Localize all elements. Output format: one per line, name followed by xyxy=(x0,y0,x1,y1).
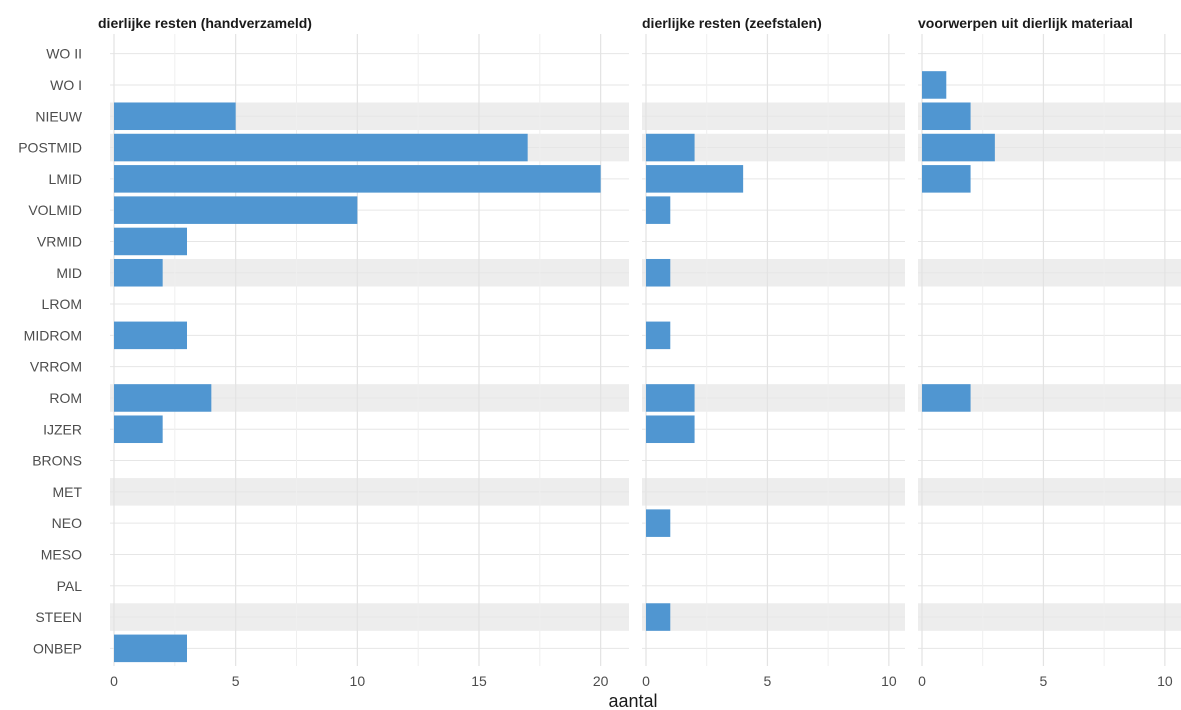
panel-2-bar-volmid xyxy=(646,196,671,224)
y-tick-label: IJZER xyxy=(43,421,82,437)
panel-1-bar-ijzer xyxy=(114,415,163,444)
panel-2-x-tick-label: 0 xyxy=(642,673,650,689)
panel-2-bar-steen xyxy=(646,603,671,631)
y-tick-label: VOLMID xyxy=(28,202,82,218)
y-tick-label: ROM xyxy=(49,390,82,406)
panel-2-bar-midrom xyxy=(646,321,671,350)
labels-layer: 0 5 10 15 20 dierlijke resten (handverzameld)… xyxy=(18,15,1173,710)
panel-1-x-tick-label: 5 xyxy=(232,673,240,689)
panel-1-x-tick-label: 10 xyxy=(350,673,366,689)
y-tick-label: VRROM xyxy=(30,359,82,375)
panel-1-x-tick-label: 15 xyxy=(471,673,487,689)
y-tick-label: NIEUW xyxy=(35,108,82,124)
panel-2-title: dierlijke resten (zeefstalen) xyxy=(642,15,822,31)
panel-2-x-tick-label: 5 xyxy=(764,673,772,689)
y-tick-label: MET xyxy=(52,484,82,500)
panel-3-bar-postmid xyxy=(922,133,995,162)
panel-2-bar-rom xyxy=(646,384,695,412)
y-tick-label: WO I xyxy=(50,77,82,93)
x-axis-title: aantal xyxy=(608,691,657,710)
panel-3-bar-rom xyxy=(922,384,971,412)
panel-1-x-tick-label: 0 xyxy=(110,673,118,689)
y-tick-label: MIDROM xyxy=(24,327,82,343)
panel-1-bar-rom xyxy=(114,384,212,412)
panel-1-bar-onbep xyxy=(114,634,187,663)
panel-3-bar-wo-i xyxy=(922,71,947,99)
panel-1-x-tick-label: 20 xyxy=(593,673,609,689)
panel-1-bar-nieuw xyxy=(114,102,236,131)
y-tick-label: PAL xyxy=(57,578,83,594)
y-tick-label: VRMID xyxy=(37,233,82,249)
panel-2-bar-neo xyxy=(646,509,671,537)
panel-2-bar-postmid xyxy=(646,133,695,162)
panel-1-bar-volmid xyxy=(114,196,358,224)
panel-2-bar-lmid xyxy=(646,165,744,193)
panel-2-x-tick-label: 10 xyxy=(881,673,897,689)
panel-3-bar-nieuw xyxy=(922,102,971,131)
y-tick-label: NEO xyxy=(52,515,82,531)
y-tick-label: MESO xyxy=(41,546,82,562)
panel-1-bar-lmid xyxy=(114,165,601,193)
y-tick-label: ONBEP xyxy=(33,640,82,656)
panel-3-bar-lmid xyxy=(922,165,971,193)
y-tick-label: LMID xyxy=(49,171,82,187)
panel-2-bar-ijzer xyxy=(646,415,695,444)
panel-1-bar-mid xyxy=(114,258,163,287)
panel-3-x-tick-label: 5 xyxy=(1040,673,1048,689)
panel-3-title: voorwerpen uit dierlijk materiaal xyxy=(918,15,1133,31)
y-tick-label: POSTMID xyxy=(18,140,82,156)
panel-1-bar-postmid xyxy=(114,133,528,162)
panel-1-bar-vrmid xyxy=(114,227,187,256)
panel-3-x-tick-label: 10 xyxy=(1157,673,1173,689)
panel-2-bar-mid xyxy=(646,258,671,287)
panel-1-bar-midrom xyxy=(114,321,187,350)
y-tick-label: STEEN xyxy=(35,609,82,625)
y-tick-label: BRONS xyxy=(32,453,82,469)
y-tick-label: MID xyxy=(56,265,82,281)
panel-1-title: dierlijke resten (handverzameld) xyxy=(98,15,312,31)
bars-layer xyxy=(114,71,995,663)
y-tick-label: LROM xyxy=(42,296,82,312)
y-tick-label: WO II xyxy=(46,46,82,62)
panel-3-x-tick-label: 0 xyxy=(918,673,926,689)
